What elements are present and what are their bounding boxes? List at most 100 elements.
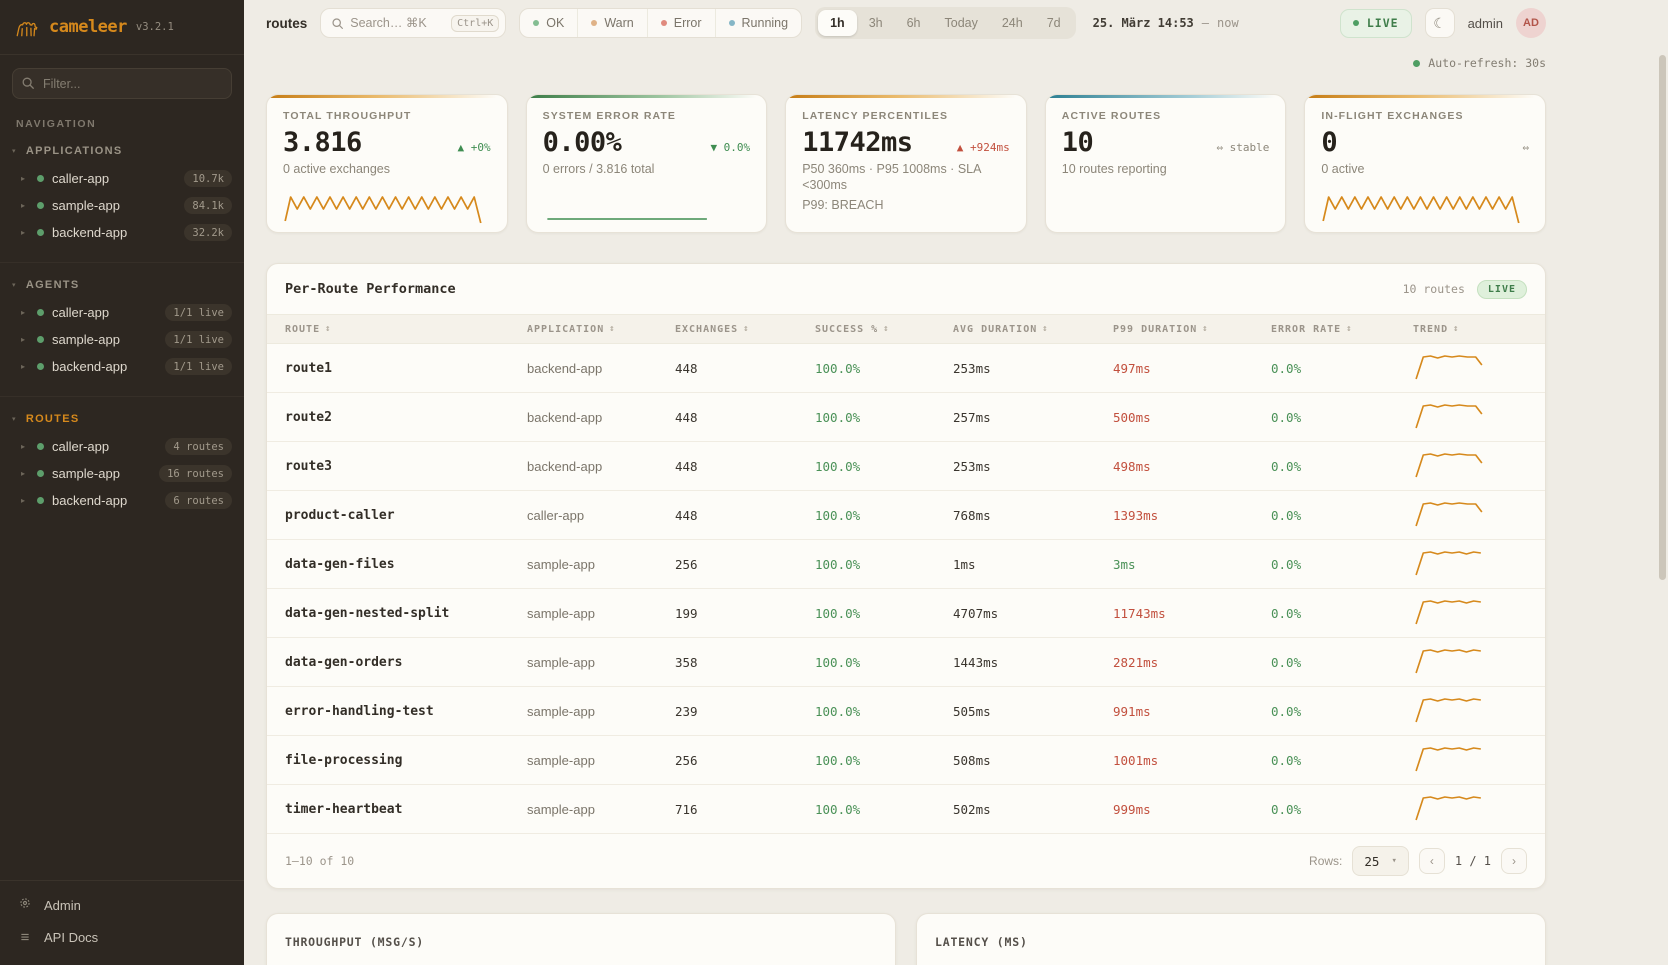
pagination-range: 1–10 of 10: [285, 854, 354, 868]
sidebar-item-sample-app[interactable]: ▸sample-app1/1 live: [0, 326, 244, 353]
sidebar-item-backend-app[interactable]: ▸backend-app32.2k: [0, 219, 244, 246]
range-button-6h[interactable]: 6h: [895, 10, 933, 36]
sidebar-item-api-docs[interactable]: ≡ API Docs: [0, 921, 244, 953]
prev-page-button[interactable]: ‹: [1419, 848, 1445, 874]
kpi-card-in-flight-exchanges[interactable]: IN-FLIGHT EXCHANGES0⇔0 active: [1304, 94, 1546, 233]
status-filter-ok[interactable]: OK: [520, 9, 577, 37]
kpi-body: ACTIVE ROUTES10⇔ stable10 routes reporti…: [1046, 98, 1286, 177]
app-logo[interactable]: cameleer v3.2.1: [0, 0, 244, 55]
column-header-success-[interactable]: SUCCESS %↕: [815, 324, 953, 335]
sort-icon: ↕: [1042, 324, 1048, 334]
time-range-display[interactable]: 25. März 14:53 — now: [1089, 16, 1239, 30]
sidebar-section-header-agents[interactable]: ▾AGENTS: [0, 275, 244, 299]
kpi-body: LATENCY PERCENTILES11742ms▲ +924msP50 36…: [786, 98, 1026, 213]
table-row[interactable]: data-gen-nested-splitsample-app199100.0%…: [267, 589, 1545, 638]
sort-icon: ↕: [1202, 324, 1208, 334]
range-button-3h[interactable]: 3h: [857, 10, 895, 36]
time-separator: —: [1202, 16, 1209, 30]
range-button-today[interactable]: Today: [933, 10, 990, 36]
rows-per-page-select[interactable]: 25 ▾: [1352, 846, 1408, 876]
sparkline-icon: [1413, 546, 1487, 578]
sidebar-section-header-applications[interactable]: ▾APPLICATIONS: [0, 141, 244, 165]
route-avg-duration: 1443ms: [953, 655, 1113, 670]
sparkline-icon: [283, 185, 491, 225]
status-filter-running[interactable]: Running: [715, 9, 802, 37]
kpi-value-row: 10⇔ stable: [1062, 127, 1270, 158]
status-filter-label: Warn: [604, 16, 633, 30]
column-header-exchanges[interactable]: EXCHANGES↕: [675, 324, 815, 335]
column-header-application[interactable]: APPLICATION↕: [527, 324, 675, 335]
kpi-body: IN-FLIGHT EXCHANGES0⇔0 active: [1305, 98, 1545, 177]
table-row[interactable]: route1backend-app448100.0%253ms497ms0.0%: [267, 344, 1545, 393]
avatar[interactable]: AD: [1516, 8, 1546, 38]
kpi-card-latency-percentiles[interactable]: LATENCY PERCENTILES11742ms▲ +924msP50 36…: [785, 94, 1027, 233]
table-row[interactable]: error-handling-testsample-app239100.0%50…: [267, 687, 1545, 736]
route-trend: [1413, 399, 1527, 436]
page-indicator: 1 / 1: [1455, 854, 1491, 868]
sidebar-item-backend-app[interactable]: ▸backend-app6 routes: [0, 487, 244, 514]
camel-logo-icon: [14, 14, 40, 40]
table-row[interactable]: data-gen-orderssample-app358100.0%1443ms…: [267, 638, 1545, 687]
latency-chart-title: LATENCY (MS): [935, 935, 1527, 965]
range-button-24h[interactable]: 24h: [990, 10, 1035, 36]
sidebar-item-caller-app[interactable]: ▸caller-app10.7k: [0, 165, 244, 192]
table-row[interactable]: data-gen-filessample-app256100.0%1ms3ms0…: [267, 540, 1545, 589]
status-dot-icon: [37, 497, 44, 504]
gear-icon: [17, 896, 33, 914]
kpi-value-row: 11742ms▲ +924ms: [802, 127, 1010, 158]
kpi-card-total-throughput[interactable]: TOTAL THROUGHPUT3.816▲ +0%0 active excha…: [266, 94, 508, 233]
sort-icon: ↕: [743, 324, 749, 334]
user-name: admin: [1468, 16, 1503, 31]
route-avg-duration: 505ms: [953, 704, 1113, 719]
sidebar-item-badge: 4 routes: [165, 438, 232, 455]
route-p99-duration: 497ms: [1113, 361, 1271, 376]
search-input[interactable]: [350, 16, 445, 30]
status-filter-warn[interactable]: Warn: [577, 9, 646, 37]
route-application: sample-app: [527, 655, 675, 670]
kpi-delta: ⇔ stable: [1216, 141, 1269, 154]
range-button-7d[interactable]: 7d: [1035, 10, 1073, 36]
chevron-down-icon: ▾: [1391, 856, 1396, 866]
vertical-scrollbar[interactable]: [1659, 55, 1666, 580]
filter-input[interactable]: [12, 68, 232, 99]
kpi-card-system-error-rate[interactable]: SYSTEM ERROR RATE0.00%▼ 0.0%0 errors / 3…: [526, 94, 768, 233]
sidebar-item-sample-app[interactable]: ▸sample-app16 routes: [0, 460, 244, 487]
table-row[interactable]: route3backend-app448100.0%253ms498ms0.0%: [267, 442, 1545, 491]
column-header-route[interactable]: ROUTE↕: [285, 324, 527, 335]
column-header-avg-duration[interactable]: AVG DURATION↕: [953, 324, 1113, 335]
kpi-subtext: P99: BREACH: [802, 197, 1010, 213]
sidebar-item-caller-app[interactable]: ▸caller-app4 routes: [0, 433, 244, 460]
range-button-1h[interactable]: 1h: [818, 10, 857, 36]
sidebar-item-label: backend-app: [52, 359, 157, 374]
table-row[interactable]: product-callercaller-app448100.0%768ms13…: [267, 491, 1545, 540]
kpi-value-row: 0⇔: [1321, 127, 1529, 158]
route-exchanges: 256: [675, 753, 815, 768]
route-application: backend-app: [527, 361, 675, 376]
table-row[interactable]: file-processingsample-app256100.0%508ms1…: [267, 736, 1545, 785]
kpi-body: TOTAL THROUGHPUT3.816▲ +0%0 active excha…: [267, 98, 507, 177]
table-row[interactable]: route2backend-app448100.0%257ms500ms0.0%: [267, 393, 1545, 442]
sidebar-item-badge: 1/1 live: [165, 304, 232, 321]
sidebar-item-label: caller-app: [52, 305, 157, 320]
table-row[interactable]: timer-heartbeatsample-app716100.0%502ms9…: [267, 785, 1545, 834]
theme-toggle-button[interactable]: ☾: [1425, 8, 1455, 38]
sidebar-item-caller-app[interactable]: ▸caller-app1/1 live: [0, 299, 244, 326]
status-dot-icon: [591, 20, 597, 26]
kpi-subtext: 10 routes reporting: [1062, 161, 1270, 177]
column-header-error-rate[interactable]: ERROR RATE↕: [1271, 324, 1413, 335]
status-filter-error[interactable]: Error: [647, 9, 715, 37]
sparkline-icon: [1413, 742, 1487, 774]
route-name: data-gen-files: [285, 557, 527, 572]
kpi-card-active-routes[interactable]: ACTIVE ROUTES10⇔ stable10 routes reporti…: [1045, 94, 1287, 233]
column-header-trend[interactable]: TREND↕: [1413, 324, 1527, 335]
route-success: 100.0%: [815, 655, 953, 670]
sidebar-item-sample-app[interactable]: ▸sample-app84.1k: [0, 192, 244, 219]
sidebar-item-backend-app[interactable]: ▸backend-app1/1 live: [0, 353, 244, 380]
column-header-p99-duration[interactable]: P99 DURATION↕: [1113, 324, 1271, 335]
sidebar-item-admin[interactable]: Admin: [0, 889, 244, 921]
sidebar-section-header-routes[interactable]: ▾ROUTES: [0, 409, 244, 433]
routes-count: 10 routes: [1403, 282, 1465, 296]
sidebar-section-label: APPLICATIONS: [26, 145, 123, 157]
live-toggle[interactable]: LIVE: [1340, 9, 1412, 38]
next-page-button[interactable]: ›: [1501, 848, 1527, 874]
